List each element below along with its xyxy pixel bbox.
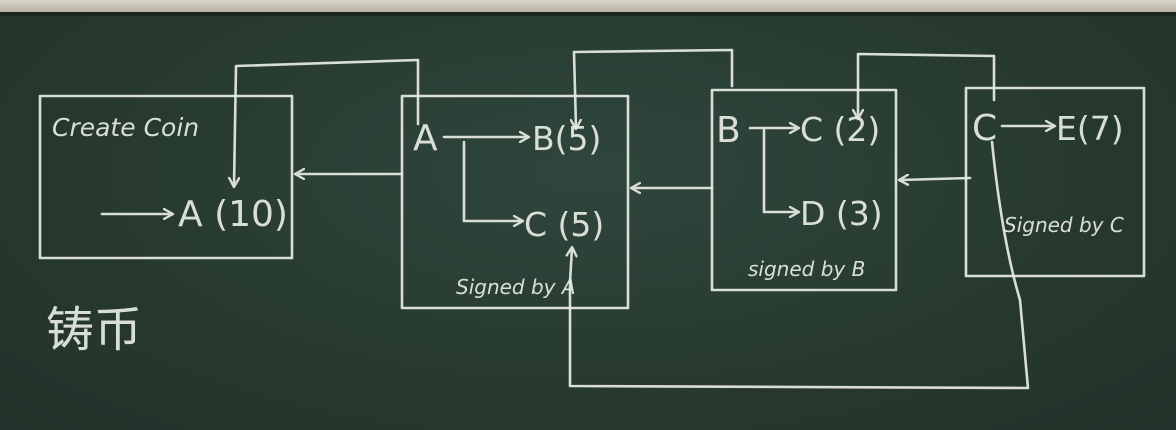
- input-link-b-from-tx-a: [574, 48, 734, 128]
- board-frame: [0, 0, 1176, 12]
- tx-b-arrow-to-d: [762, 128, 798, 212]
- tx-c-output-e: E(7): [1056, 109, 1124, 148]
- input-link-c-from-tx-a: [570, 140, 1030, 390]
- tx-b-output-d: D (3): [800, 194, 883, 233]
- tx-c-signature: Signed by C: [1004, 213, 1124, 237]
- tx-b-sender: B: [716, 110, 741, 151]
- tx-b-block-box: [710, 88, 898, 292]
- tx-a-signature: Signed by A: [456, 275, 576, 299]
- input-link-c-from-tx-b: [858, 52, 996, 118]
- genesis-block-header: Create Coin: [52, 113, 199, 142]
- tx-a-output-b: B(5): [532, 119, 601, 158]
- coinbase-caption: 铸币: [46, 302, 142, 358]
- tx-a-output-c: C (5): [524, 205, 604, 244]
- tx-a-block-box: [400, 94, 630, 310]
- input-link-a-from-genesis: [234, 58, 420, 186]
- tx-a-arrow-to-c: [462, 140, 522, 221]
- genesis-output-a: A (10): [178, 194, 288, 235]
- board-frame-edge: [0, 12, 1176, 16]
- tx-b-signature: signed by B: [748, 257, 865, 281]
- tx-c-block-box: [964, 86, 1146, 278]
- hash-pointer-c-to-b: [900, 178, 972, 180]
- genesis-block-box: [38, 94, 294, 260]
- tx-b-output-c: C (2): [800, 110, 880, 149]
